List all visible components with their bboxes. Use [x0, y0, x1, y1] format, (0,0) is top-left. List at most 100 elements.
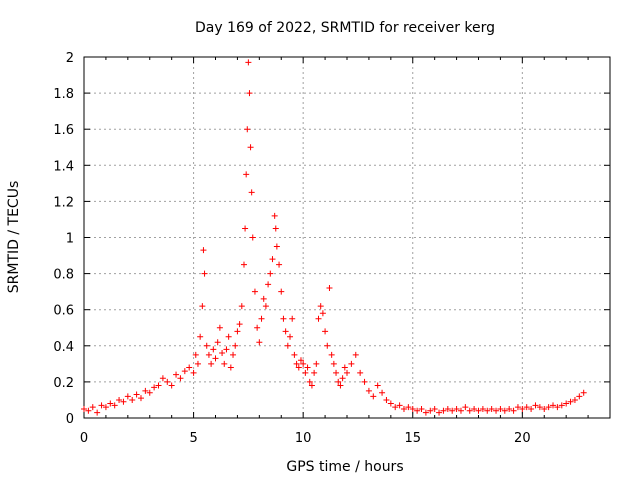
data-point: [219, 350, 226, 357]
data-point: [308, 382, 315, 389]
data-point: [396, 402, 403, 409]
data-point: [236, 321, 243, 328]
data-point: [365, 387, 372, 394]
data-point: [221, 360, 228, 367]
data-point: [289, 315, 296, 322]
data-point: [528, 405, 535, 412]
y-tick-label: 0: [66, 412, 74, 427]
data-point: [457, 407, 464, 414]
data-point: [324, 342, 331, 349]
data-point: [89, 404, 96, 411]
data-point: [348, 360, 355, 367]
data-point: [210, 346, 217, 353]
x-tick-label: 0: [80, 431, 88, 446]
data-point: [333, 369, 340, 376]
data-point: [212, 355, 219, 362]
x-tick-label: 15: [404, 431, 421, 446]
data-point: [269, 256, 276, 263]
data-point: [129, 396, 136, 403]
data-point: [232, 342, 239, 349]
data-point: [370, 393, 377, 400]
data-point: [484, 407, 491, 414]
data-point: [247, 144, 254, 151]
data-point: [273, 243, 280, 250]
data-point: [262, 303, 269, 310]
data-point: [181, 368, 188, 375]
data-point: [532, 402, 539, 409]
data-point: [306, 378, 313, 385]
data-point: [194, 360, 201, 367]
data-point: [246, 90, 253, 97]
y-tick-label: 0.6: [53, 304, 74, 319]
data-point: [392, 404, 399, 411]
data-point: [295, 364, 302, 371]
data-point: [341, 364, 348, 371]
x-tick-label: 20: [514, 431, 531, 446]
data-point: [466, 407, 473, 414]
data-point: [159, 375, 166, 382]
data-point: [225, 333, 232, 340]
data-point: [142, 387, 149, 394]
data-point: [319, 310, 326, 317]
data-point: [256, 339, 263, 346]
data-point: [265, 281, 272, 288]
data-point: [431, 405, 438, 412]
data-point: [94, 409, 101, 416]
data-point: [276, 261, 283, 268]
data-point: [488, 405, 495, 412]
y-tick-label: 1.6: [53, 123, 74, 138]
data-point: [186, 364, 193, 371]
data-point: [249, 234, 256, 241]
y-tick-label: 1.8: [53, 87, 74, 102]
data-point: [111, 402, 118, 409]
data-point: [400, 405, 407, 412]
data-point: [541, 405, 548, 412]
data-point: [422, 409, 429, 416]
data-point: [444, 405, 451, 412]
plot-area: 0 5 10 15 20 0 0.2 0.4 0.6 0.8 1 1.2 1.4 1.6 1.8 2: [53, 51, 611, 446]
data-point: [501, 407, 508, 414]
data-point: [449, 407, 456, 414]
data-point: [199, 303, 206, 310]
data-point: [405, 404, 412, 411]
x-ticks: 0 5 10 15 20: [80, 57, 589, 446]
data-point: [240, 261, 247, 268]
data-point: [497, 405, 504, 412]
y-tick-label: 0.2: [53, 376, 74, 391]
data-point: [214, 339, 221, 346]
data-point: [545, 404, 552, 411]
data-point: [173, 371, 180, 378]
data-point: [201, 270, 208, 277]
data-point: [244, 126, 251, 133]
chart-title: Day 169 of 2022, SRMTID for receiver ker…: [195, 20, 495, 36]
data-point: [567, 398, 574, 405]
data-point: [258, 315, 265, 322]
data-point: [146, 389, 153, 396]
data-point: [223, 346, 230, 353]
data-point: [242, 225, 249, 232]
x-tick-label: 5: [189, 431, 197, 446]
data-point: [245, 59, 252, 66]
data-point: [317, 303, 324, 310]
plot-border: [83, 56, 611, 419]
data-point: [414, 407, 421, 414]
data-point: [453, 405, 460, 412]
data-point: [230, 351, 237, 358]
data-point: [576, 393, 583, 400]
data-point: [506, 405, 513, 412]
data-point: [85, 407, 92, 414]
data-point: [519, 405, 526, 412]
data-point: [293, 360, 300, 367]
data-point: [203, 342, 210, 349]
data-point: [205, 351, 212, 358]
data-point: [116, 396, 123, 403]
data-point: [192, 351, 199, 358]
data-point: [550, 402, 557, 409]
data-point: [248, 189, 255, 196]
data-point: [352, 351, 359, 358]
data-point: [304, 364, 311, 371]
data-point: [571, 396, 578, 403]
data-point: [208, 360, 215, 367]
data-point: [563, 400, 570, 407]
